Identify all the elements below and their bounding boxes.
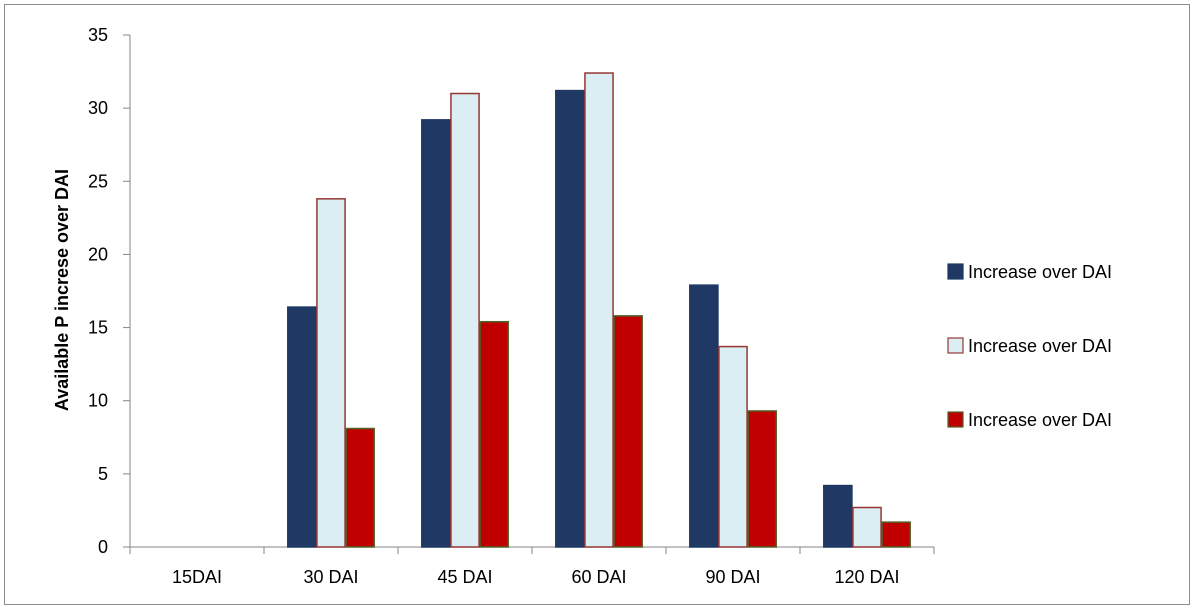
y-tick-label: 10 <box>88 391 108 411</box>
bar-series-1-30dai <box>287 306 317 548</box>
bar-series-1-60dai <box>555 89 585 548</box>
y-tick-label: 35 <box>88 25 108 45</box>
x-axis: 15DAI 30 DAI 45 DAI 60 DAI 90 DAI 120 DAI <box>129 546 935 587</box>
legend-label-2: Increase over DAI <box>968 336 1112 356</box>
legend-label-1: Increase over DAI <box>968 262 1112 282</box>
y-tick-label: 20 <box>88 244 108 264</box>
bar-series-3-90dai <box>747 410 777 548</box>
bar-series-3-60dai <box>613 315 643 548</box>
x-tick-label: 15DAI <box>172 567 222 587</box>
y-tick-label: 5 <box>98 464 108 484</box>
bar-series-2-60dai <box>584 72 614 548</box>
y-tick-label: 0 <box>98 537 108 557</box>
bar-series-2-90dai <box>718 345 748 548</box>
legend-swatch-2 <box>947 337 964 354</box>
legend-swatch-3 <box>947 411 964 428</box>
y-tick-label: 30 <box>88 98 108 118</box>
bar-series-1-45dai <box>421 119 451 548</box>
bar-series-3-45dai <box>479 320 509 548</box>
bar-series-1-120dai <box>823 484 853 548</box>
bar-series-3-120dai <box>881 521 911 548</box>
legend: Increase over DAI Increase over DAI Increa… <box>947 262 1112 430</box>
y-axis: 0 5 10 15 20 25 30 35 <box>88 25 131 557</box>
bar-series-3-30dai <box>345 427 375 548</box>
y-tick-label: 25 <box>88 171 108 191</box>
y-tick-label: 15 <box>88 318 108 338</box>
bar-series-1-90dai <box>689 284 719 548</box>
bar-series-2-45dai <box>450 92 480 548</box>
x-tick-label: 60 DAI <box>571 567 626 587</box>
x-tick-label: 45 DAI <box>437 567 492 587</box>
x-tick-label: 30 DAI <box>303 567 358 587</box>
bars <box>287 72 911 548</box>
legend-label-3: Increase over DAI <box>968 410 1112 430</box>
bar-series-2-30dai <box>316 198 346 548</box>
x-tick-label: 120 DAI <box>834 567 899 587</box>
y-axis-title: Available P increse over DAI <box>52 169 72 411</box>
legend-swatch-1 <box>947 263 964 280</box>
x-tick-label: 90 DAI <box>705 567 760 587</box>
bar-series-2-120dai <box>852 506 882 548</box>
